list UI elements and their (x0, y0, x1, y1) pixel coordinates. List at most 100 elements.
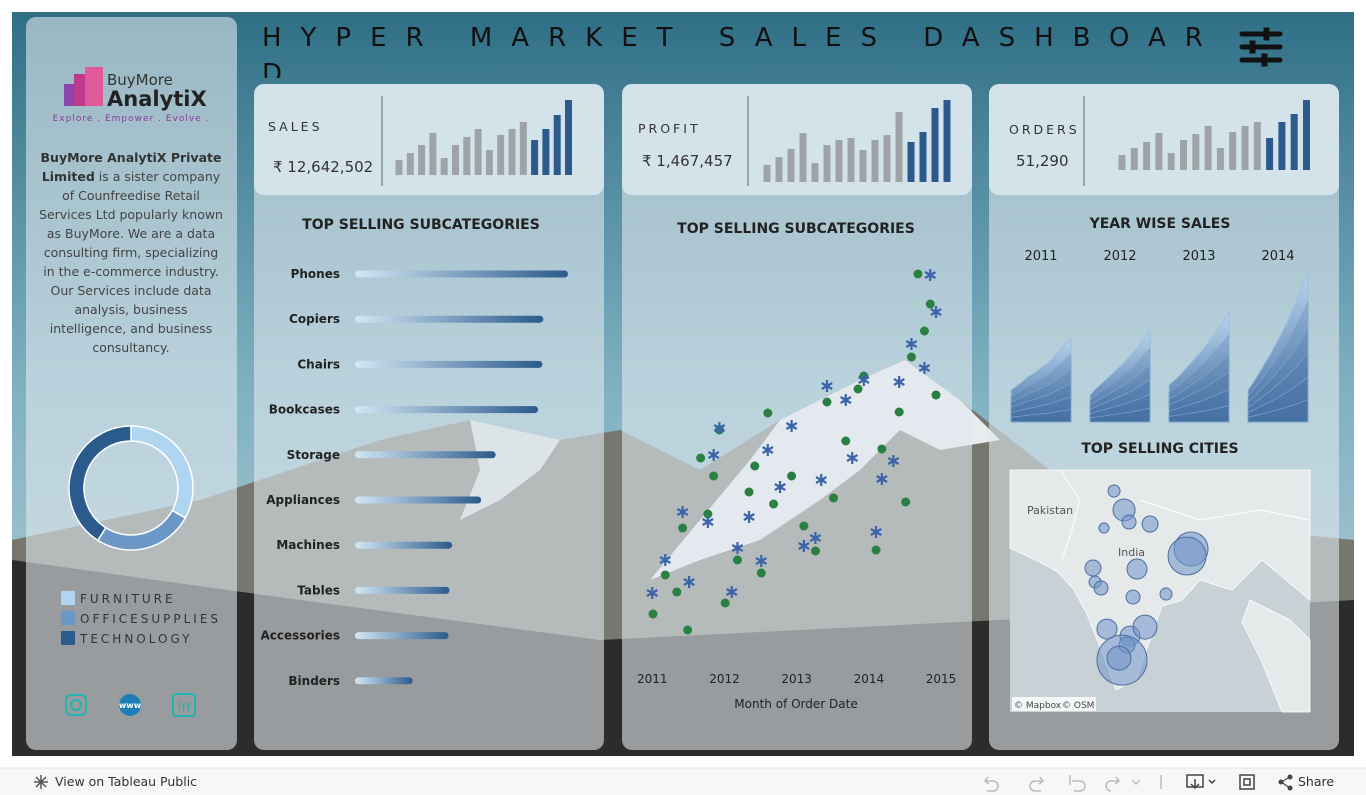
scatter-point (703, 509, 713, 519)
scatter-point (853, 384, 863, 394)
scatter-point (683, 625, 693, 635)
legend-label: FURNITURE (80, 592, 176, 606)
kpi-bar (1118, 155, 1126, 170)
chart-title: YEAR WISE SALES (1089, 216, 1231, 232)
toolbar-icons (983, 775, 1162, 792)
kpi-bar (395, 160, 403, 175)
area-band (1168, 388, 1230, 423)
category-label: Machines (276, 538, 340, 552)
tableau-icon[interactable] (34, 775, 48, 789)
kpi-bar (835, 140, 843, 182)
kpi-bar (859, 150, 867, 182)
bubble (1132, 614, 1158, 640)
scatter-point (901, 497, 911, 507)
scatter-point (925, 299, 935, 309)
about-rest: is a sister company of Counfreedise Reta… (39, 169, 223, 355)
kpi-bar (931, 108, 939, 182)
scatter-point (707, 449, 720, 461)
scatter-point (799, 521, 809, 531)
scatter-point (871, 545, 881, 555)
kpi-bar (1180, 140, 1187, 170)
linkedin-icon[interactable] (172, 693, 196, 717)
scatter-point (763, 408, 773, 418)
attribution: © OSM (1062, 701, 1094, 711)
x-tick-label: 2012 (709, 672, 740, 686)
kpi-bar (452, 145, 459, 175)
scatter-point (769, 499, 779, 509)
panel (622, 84, 972, 750)
filter-icon[interactable] (1239, 27, 1283, 67)
bar (355, 541, 453, 549)
kpi-bar (418, 145, 426, 175)
scatter-point (913, 269, 923, 279)
bar (355, 451, 496, 459)
kpi-bar (497, 135, 505, 175)
kpi-bar (565, 100, 572, 175)
scatter-point (887, 455, 900, 467)
bubble (1093, 580, 1109, 596)
kpi-bar (919, 132, 927, 182)
kpi-bar (531, 140, 539, 175)
area (1247, 271, 1309, 423)
legend-swatch (61, 631, 75, 645)
map-label: India (1118, 546, 1145, 559)
map-label: Pakistan (1027, 504, 1073, 517)
brand: BuyMore (107, 71, 173, 89)
bar (355, 496, 482, 504)
category-label: Storage (287, 448, 340, 462)
scatter-point (876, 473, 888, 485)
donut-slice (68, 425, 132, 542)
fullscreen-icon[interactable] (1239, 774, 1255, 790)
about-text: BuyMore AnalytiX Private Limited is a si… (38, 148, 224, 357)
scatter-point (924, 269, 936, 281)
share[interactable]: Share (1298, 774, 1334, 789)
kpi-bar (895, 112, 903, 182)
panel (254, 84, 604, 750)
scatter-point (841, 436, 851, 446)
area-band (1168, 353, 1230, 423)
scatter-point (678, 523, 688, 533)
kpi-card (989, 84, 1339, 195)
kpi-label: PROFIT (638, 121, 701, 136)
scatter-point (702, 516, 714, 528)
scatter-point (870, 526, 882, 538)
area-band (1089, 393, 1151, 423)
map-land (1241, 599, 1311, 713)
bubble (1096, 618, 1118, 640)
kpi-bar (787, 149, 795, 182)
kpi-bar (429, 133, 437, 175)
scatter-point (672, 587, 682, 597)
web-icon[interactable] (119, 694, 141, 716)
scatter-point (821, 380, 833, 392)
kpi-bar (883, 135, 891, 182)
area-band (1247, 327, 1309, 423)
instagram-icon[interactable] (65, 694, 87, 716)
x-tick-label: 2013 (781, 672, 812, 686)
kpi-bar (553, 115, 561, 175)
scatter-point (810, 546, 820, 556)
kpi-bar (775, 157, 783, 182)
area-band (1089, 407, 1151, 423)
scatter-point (725, 586, 738, 598)
share-icon[interactable] (1278, 774, 1293, 791)
kpi-bar (1155, 133, 1163, 170)
kpi-bar (1204, 126, 1212, 170)
scatter-point (676, 506, 689, 518)
area (1010, 336, 1072, 423)
kpi-bar (1290, 114, 1298, 170)
view-on-tableau[interactable]: View on Tableau Public (55, 774, 197, 789)
scatter-point (919, 326, 929, 336)
x-tick-label: 2011 (637, 672, 668, 686)
kpi-bar (1266, 138, 1274, 170)
scatter-point (755, 555, 768, 567)
sidebar-panel (26, 17, 237, 750)
area-band (1168, 333, 1230, 423)
download-icon[interactable] (1186, 774, 1216, 790)
chart-title: TOP SELLING CITIES (1081, 441, 1238, 457)
area-band (1168, 405, 1230, 423)
category-label: Phones (291, 267, 340, 281)
about-bold: BuyMore AnalytiX Private Limited (40, 150, 222, 184)
web-icon-label: www (119, 701, 142, 710)
bar (355, 586, 450, 594)
